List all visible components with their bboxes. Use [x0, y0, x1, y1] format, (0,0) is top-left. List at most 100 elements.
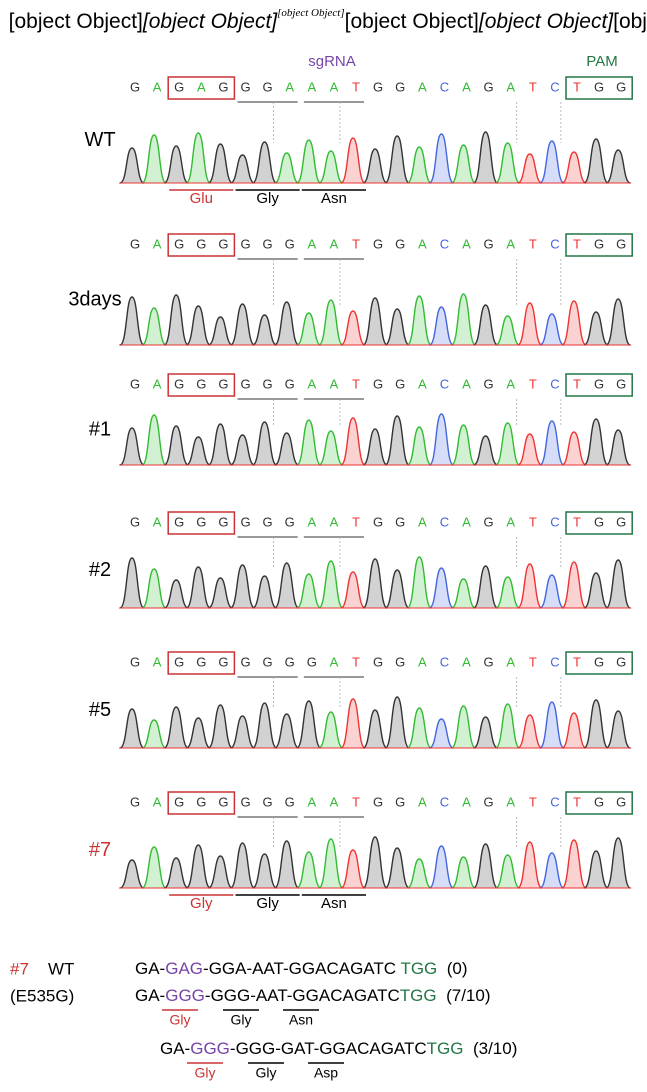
chromatogram-peak — [208, 317, 232, 345]
base-letter: G — [218, 376, 228, 391]
base-letter: G — [263, 514, 273, 529]
base-letter: G — [484, 794, 494, 809]
chromatogram-peak — [385, 309, 409, 345]
aa-label: Gly — [195, 1065, 216, 1081]
chromatogram-peak — [562, 713, 586, 748]
chromatogram-peak — [319, 712, 343, 748]
base-letter: G — [240, 794, 250, 809]
base-letter: A — [330, 514, 339, 529]
chromatogram-peak — [120, 297, 144, 345]
base-letter: G — [594, 236, 604, 251]
chromatogram-peak — [452, 857, 476, 888]
chromatogram-peak — [275, 302, 299, 345]
base-letter: A — [506, 654, 515, 669]
base-letter: T — [352, 794, 360, 809]
base-letter: A — [418, 236, 427, 251]
base-letter: C — [440, 794, 449, 809]
chromatogram-peak — [319, 839, 343, 888]
chromatogram-peak — [208, 578, 232, 608]
base-letter: C — [440, 514, 449, 529]
chromatogram-peak — [142, 308, 166, 345]
base-letter: T — [352, 514, 360, 529]
base-letter: A — [330, 654, 339, 669]
base-letter: G — [174, 654, 184, 669]
base-letter: T — [352, 79, 360, 94]
base-letter: A — [197, 79, 206, 94]
base-letter: G — [263, 79, 273, 94]
chromatogram-peak — [429, 414, 453, 465]
base-letter: A — [462, 794, 471, 809]
base-letter: G — [174, 236, 184, 251]
base-letter: G — [263, 236, 273, 251]
track-label: #7 — [89, 839, 111, 861]
sequence-segment: GGG — [165, 986, 205, 1005]
base-letter: G — [130, 794, 140, 809]
base-letter: A — [307, 376, 316, 391]
base-letter: A — [418, 514, 427, 529]
base-letter: G — [218, 654, 228, 669]
chromatogram-peak — [186, 306, 210, 345]
base-letter: G — [130, 236, 140, 251]
aa-label: Glu — [190, 190, 213, 207]
chromatogram-peak — [164, 426, 188, 465]
chromatogram-peak — [231, 155, 255, 183]
chromatogram-peak — [429, 568, 453, 608]
base-letter: T — [573, 376, 581, 391]
base-letter: A — [418, 654, 427, 669]
mutation-label: (E535G) — [10, 986, 74, 1005]
chromatogram-peak — [319, 151, 343, 183]
chromatogram-peak — [452, 294, 476, 345]
chromatogram-peak — [584, 419, 608, 465]
track-label: #5 — [89, 699, 111, 721]
chromatogram-peak — [363, 710, 387, 748]
base-letter: G — [130, 79, 140, 94]
base-letter: G — [373, 794, 383, 809]
chromatogram-peak — [407, 147, 431, 183]
sequence-segment: TGG — [400, 986, 437, 1005]
base-letter: A — [506, 376, 515, 391]
chromatogram-peak — [474, 436, 498, 465]
chromatogram-peak — [164, 707, 188, 748]
chromatogram-peak — [429, 134, 453, 183]
base-letter: G — [395, 654, 405, 669]
base-letter: G — [395, 236, 405, 251]
base-letter: A — [418, 376, 427, 391]
title-part: [object Object] — [613, 10, 647, 33]
base-letter: G — [285, 236, 295, 251]
base-letter: A — [285, 79, 294, 94]
chromatogram-peak — [584, 573, 608, 608]
chromatogram-peak — [297, 313, 321, 345]
figure: [object Object][object Object][object Ob… — [0, 0, 647, 1092]
chromatogram-peak — [606, 299, 630, 345]
base-letter: G — [130, 514, 140, 529]
base-letter: G — [616, 236, 626, 251]
title-part: [object Object] — [277, 7, 345, 19]
base-letter: A — [330, 236, 339, 251]
aa-label: Asp — [314, 1065, 338, 1081]
chromatogram-peak — [297, 701, 321, 748]
chromatogram-peak — [385, 848, 409, 888]
sequence-line: GA-GGG-GGG-AAT-GGACAGATCTGG (7/10) — [135, 986, 491, 1005]
chromatogram-peak — [208, 705, 232, 748]
chromatogram-peak — [496, 577, 520, 608]
base-letter: G — [484, 376, 494, 391]
clone-label: #7 — [10, 959, 29, 978]
base-letter: C — [550, 654, 559, 669]
base-letter: A — [153, 376, 162, 391]
base-letter: C — [550, 79, 559, 94]
base-letter: G — [263, 376, 273, 391]
base-letter: A — [153, 514, 162, 529]
base-letter: G — [174, 79, 184, 94]
chromatogram-peak — [120, 860, 144, 888]
base-letter: G — [240, 236, 250, 251]
chromatogram-peak — [253, 576, 277, 608]
base-letter: A — [153, 654, 162, 669]
base-letter: G — [594, 376, 604, 391]
chromatogram-peak — [275, 563, 299, 608]
chromatogram-peak — [319, 561, 343, 608]
aa-label: Gly — [256, 895, 279, 912]
chromatogram-peak — [429, 719, 453, 748]
chromatogram-peak — [562, 301, 586, 345]
chromatogram-peak — [164, 580, 188, 608]
chromatogram-peak — [164, 295, 188, 345]
